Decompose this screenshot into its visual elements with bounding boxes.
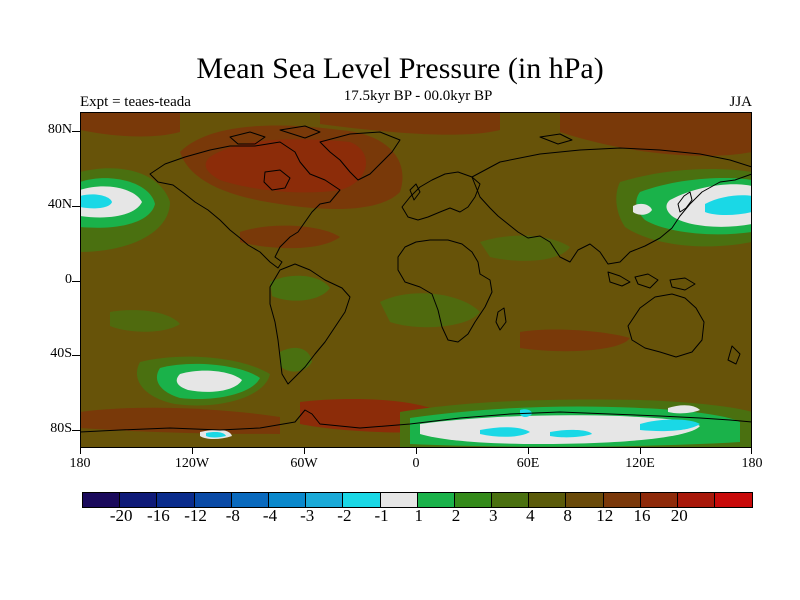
colorbar-swatch (120, 493, 158, 507)
lon-label-120e: 120E (625, 456, 655, 471)
lat-tick (72, 281, 80, 282)
lat-tick (72, 206, 80, 207)
lat-label-40n: 40N (47, 197, 72, 212)
lon-tick (528, 448, 529, 454)
lon-tick (80, 448, 81, 454)
colorbar-label: 2 (451, 506, 461, 525)
colorbar-swatch (715, 493, 753, 507)
colorbar-swatch (529, 493, 567, 507)
lon-tick (416, 448, 417, 454)
lat-label-80n: 80N (47, 122, 72, 137)
colorbar-swatch (268, 493, 307, 507)
colorbar-swatch (640, 493, 678, 507)
colorbar-label: 1 (414, 506, 424, 525)
map-canvas (80, 112, 752, 448)
colorbar-label: -2 (337, 506, 352, 525)
lon-tick (751, 448, 752, 454)
colorbar-swatch (566, 493, 604, 507)
colorbar-label: 8 (563, 506, 572, 525)
colorbar-label: -1 (374, 506, 389, 525)
lat-tick (72, 131, 80, 132)
colorbar-swatch (194, 493, 232, 507)
colorbar (82, 492, 754, 508)
colorbar-swatch (417, 493, 455, 507)
lat-label-80s: 80S (50, 421, 72, 436)
lon-label-60e: 60E (516, 456, 540, 471)
colorbar-label: -20 (109, 506, 133, 525)
lon-tick (640, 448, 641, 454)
colorbar-label: -16 (147, 506, 170, 525)
colorbar-label: -3 (300, 506, 315, 525)
colorbar-label: -4 (262, 506, 278, 525)
coastlines (80, 125, 752, 433)
lat-label-40s: 40S (50, 346, 72, 361)
colorbar-label: -12 (184, 506, 207, 525)
colorbar-swatch (157, 493, 195, 507)
chart-subtitle: 17.5kyr BP - 00.0kyr BP (343, 88, 493, 104)
low-anomaly-regions (80, 168, 752, 448)
lon-tick (192, 448, 193, 454)
colorbar-swatch (678, 493, 716, 507)
colorbar-label: 20 (670, 506, 688, 525)
colorbar-swatch (343, 493, 381, 507)
colorbar-swatch (306, 493, 344, 507)
colorbar-swatch (492, 493, 530, 507)
lon-label-180w: 180 (69, 456, 91, 471)
colorbar-label: 12 (596, 506, 614, 525)
lon-label-60w: 60W (290, 456, 318, 471)
season-label: JJA (729, 94, 752, 110)
colorbar-label: 16 (633, 506, 651, 525)
colorbar-swatch (231, 493, 269, 507)
lon-label-120w: 120W (174, 456, 210, 471)
colorbar-swatch (603, 493, 641, 507)
lon-tick (304, 448, 305, 454)
colorbar-label: -8 (225, 506, 240, 525)
colorbar-swatch (454, 493, 493, 507)
chart-title: Mean Sea Level Pressure (in hPa) (196, 52, 604, 85)
colorbar-label: 3 (488, 506, 498, 525)
experiment-label: Expt = teaes-teada (80, 94, 191, 110)
colorbar-swatch (83, 493, 121, 507)
lat-label-0: 0 (65, 272, 72, 287)
colorbar-swatch (380, 493, 418, 507)
lon-label-0: 0 (412, 456, 420, 471)
lat-tick (72, 430, 80, 431)
colorbar-label: 4 (526, 506, 535, 525)
lat-tick (72, 355, 80, 356)
lon-label-180e: 180 (741, 456, 763, 471)
pressure-map (80, 112, 752, 448)
